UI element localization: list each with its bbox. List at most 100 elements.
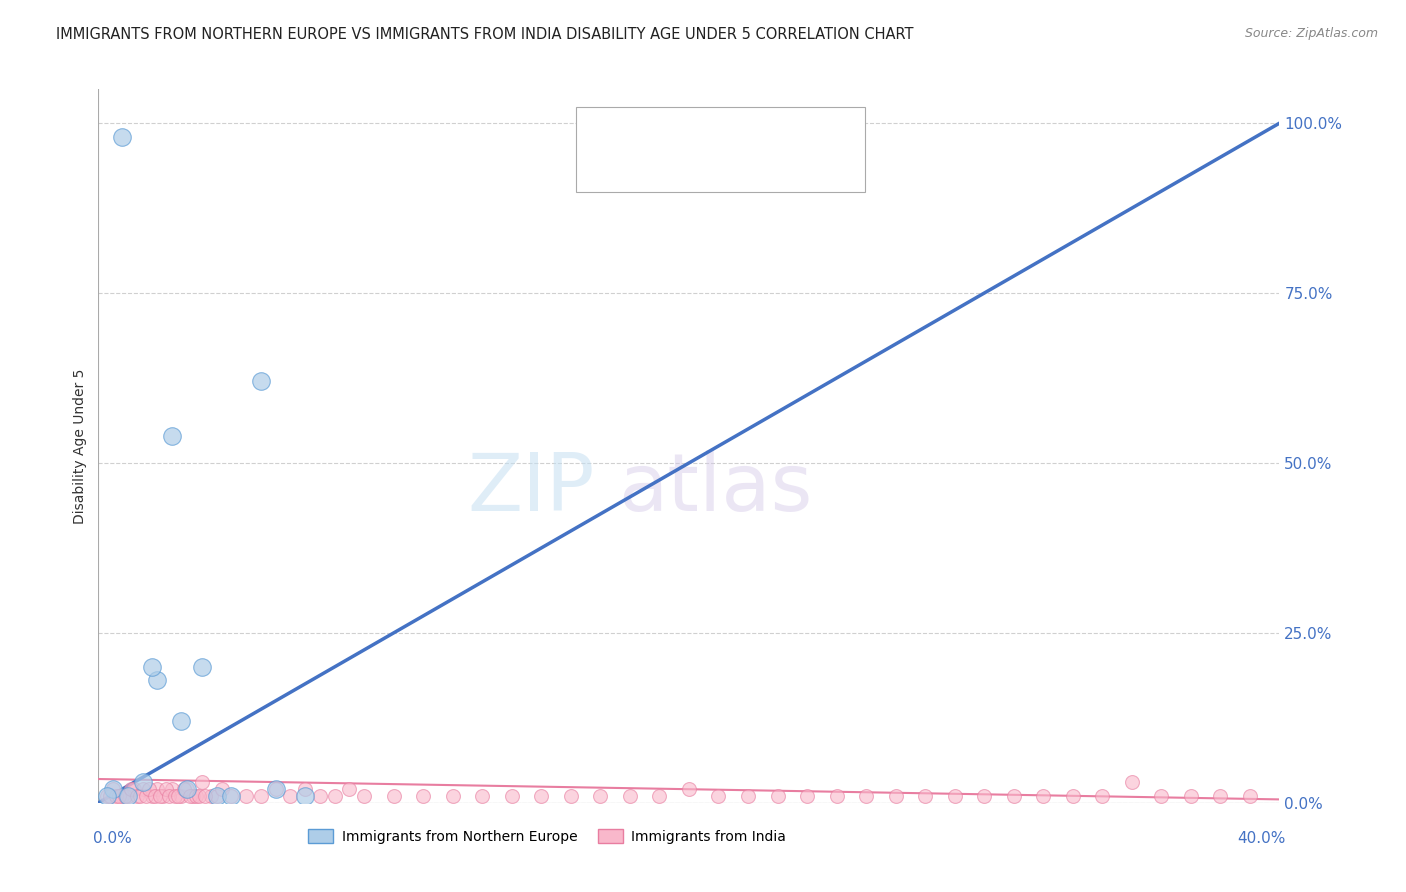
Point [105, 789, 128, 803]
Point [914, 789, 936, 803]
Point [191, 660, 214, 674]
Point [125, 789, 148, 803]
Point [205, 789, 228, 803]
Point [825, 789, 848, 803]
Text: 16: 16 [768, 124, 792, 142]
Point [221, 789, 243, 803]
Text: R =: R = [631, 157, 668, 175]
Point [235, 789, 257, 803]
Point [766, 789, 789, 803]
Point [157, 789, 180, 803]
Point [1121, 775, 1143, 789]
Point [181, 789, 204, 803]
Legend: Immigrants from Northern Europe, Immigrants from India: Immigrants from Northern Europe, Immigra… [302, 823, 792, 849]
Point [132, 775, 155, 789]
Point [96, 789, 118, 803]
Point [184, 789, 207, 803]
Point [221, 789, 243, 803]
Point [278, 789, 302, 803]
Text: ZIP: ZIP [467, 450, 595, 528]
Point [170, 714, 193, 729]
Point [250, 375, 273, 389]
Point [1062, 789, 1084, 803]
Point [111, 129, 134, 144]
Point [1032, 789, 1054, 803]
Point [111, 789, 134, 803]
Point [1209, 789, 1232, 803]
Point [165, 789, 187, 803]
Point [560, 789, 582, 803]
Point [191, 775, 214, 789]
Text: 0.598: 0.598 [662, 124, 716, 142]
Point [135, 789, 157, 803]
Point [103, 782, 125, 797]
Text: N =: N = [752, 157, 789, 175]
Point [149, 789, 172, 803]
Point [173, 782, 195, 797]
Text: R =: R = [631, 124, 668, 142]
Point [176, 782, 198, 797]
Point [412, 789, 434, 803]
Point [530, 789, 553, 803]
Point [187, 789, 209, 803]
Point [167, 789, 190, 803]
Text: IMMIGRANTS FROM NORTHERN EUROPE VS IMMIGRANTS FROM INDIA DISABILITY AGE UNDER 5 : IMMIGRANTS FROM NORTHERN EUROPE VS IMMIG… [56, 27, 914, 42]
Point [162, 429, 183, 443]
Point [309, 789, 332, 803]
Point [138, 782, 160, 797]
Point [205, 789, 228, 803]
Point [589, 789, 612, 803]
Point [179, 789, 201, 803]
FancyBboxPatch shape [589, 154, 626, 178]
Point [132, 782, 155, 797]
Point [143, 789, 166, 803]
Point [294, 789, 316, 803]
Point [114, 789, 136, 803]
Point [162, 782, 183, 797]
Point [141, 660, 163, 674]
Text: 78: 78 [783, 157, 807, 175]
Text: 0.0%: 0.0% [93, 831, 131, 847]
Point [170, 789, 193, 803]
Point [155, 782, 177, 797]
Point [855, 789, 877, 803]
FancyBboxPatch shape [589, 121, 626, 145]
Text: N =: N = [737, 124, 773, 142]
Point [943, 789, 966, 803]
Point [117, 789, 139, 803]
Point [1002, 789, 1025, 803]
Point [648, 789, 671, 803]
Point [122, 782, 145, 797]
Point [117, 789, 139, 803]
Y-axis label: Disability Age Under 5: Disability Age Under 5 [73, 368, 87, 524]
Text: Source: ZipAtlas.com: Source: ZipAtlas.com [1244, 27, 1378, 40]
Point [619, 789, 641, 803]
Point [146, 673, 169, 688]
Text: -0.442: -0.442 [662, 157, 723, 175]
Point [98, 789, 121, 803]
Point [211, 782, 233, 797]
Point [973, 789, 995, 803]
Point [501, 789, 523, 803]
Point [1180, 789, 1202, 803]
Point [141, 789, 163, 803]
Point [152, 789, 174, 803]
Point [353, 789, 375, 803]
Point [441, 789, 464, 803]
Point [884, 789, 907, 803]
Point [146, 782, 169, 797]
Point [264, 782, 287, 797]
Point [264, 782, 287, 797]
Point [103, 782, 125, 797]
Point [707, 789, 730, 803]
Point [796, 789, 818, 803]
Point [678, 782, 700, 797]
Point [120, 782, 142, 797]
Point [250, 789, 273, 803]
Point [1239, 789, 1261, 803]
Point [200, 789, 222, 803]
Point [108, 789, 131, 803]
Point [1091, 789, 1114, 803]
Point [294, 782, 316, 797]
Point [194, 789, 217, 803]
